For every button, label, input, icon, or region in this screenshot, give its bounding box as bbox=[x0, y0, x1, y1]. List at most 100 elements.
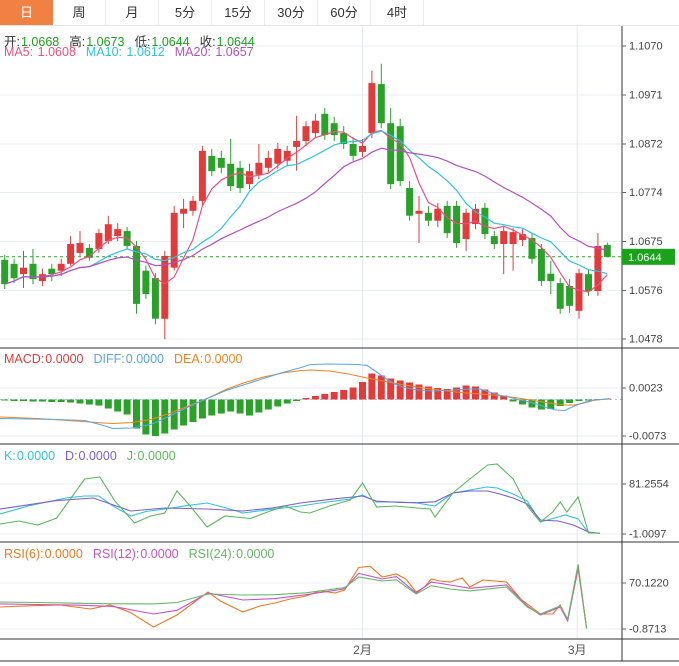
candle-body bbox=[359, 146, 366, 152]
macd-axis-label: 0.0023 bbox=[629, 383, 663, 395]
month-axis-label: 2月 bbox=[353, 643, 372, 657]
candle-body bbox=[76, 243, 84, 253]
candle-body bbox=[20, 267, 27, 275]
macd-bar bbox=[189, 399, 197, 422]
macd-bar bbox=[340, 390, 348, 400]
price-axis-label: 1.0576 bbox=[629, 285, 663, 297]
month-axis-label: 3月 bbox=[568, 643, 587, 657]
price-axis-label: 1.0774 bbox=[629, 187, 663, 199]
macd-bar bbox=[133, 399, 140, 429]
macd-bar bbox=[406, 382, 414, 400]
candle-body bbox=[208, 155, 216, 172]
candle-body bbox=[462, 212, 470, 239]
tab-15分[interactable]: 15分 bbox=[212, 0, 265, 25]
macd-bar bbox=[443, 389, 451, 400]
candle-body bbox=[189, 200, 197, 211]
candle-body bbox=[151, 278, 159, 319]
macd-bar bbox=[85, 399, 93, 405]
macd-bar bbox=[227, 399, 235, 412]
candle-body bbox=[236, 167, 244, 189]
candle-body bbox=[368, 83, 376, 134]
candle-body bbox=[38, 274, 46, 282]
macd-bar bbox=[114, 399, 122, 412]
price-axis-label: 1.0478 bbox=[629, 334, 663, 346]
macd-bar bbox=[396, 380, 404, 400]
tab-月[interactable]: 月 bbox=[106, 0, 159, 25]
ma5-line bbox=[4, 129, 608, 293]
kdj-axis-label: -1.0097 bbox=[629, 529, 666, 541]
macd-bar bbox=[236, 399, 244, 414]
kdj-axis-label: 81.2554 bbox=[629, 479, 669, 491]
macd-bar bbox=[500, 395, 508, 400]
candle-body bbox=[170, 212, 178, 268]
candle-body bbox=[500, 231, 508, 244]
tab-4时[interactable]: 4时 bbox=[371, 0, 424, 25]
candle-body bbox=[349, 144, 357, 156]
macd-bar bbox=[528, 399, 536, 408]
candle-body bbox=[180, 208, 188, 214]
macd-bar bbox=[57, 399, 65, 402]
candle-body bbox=[67, 244, 75, 264]
macd-bar bbox=[180, 399, 188, 426]
macd-bar bbox=[29, 399, 37, 402]
rsi-axis-label: -0.8713 bbox=[629, 624, 666, 636]
macd-bar bbox=[274, 399, 282, 407]
macd-bar bbox=[217, 399, 225, 414]
candle-body bbox=[311, 120, 319, 134]
macd-bar bbox=[519, 399, 527, 405]
candle-body bbox=[29, 263, 37, 280]
macd-bar bbox=[349, 387, 357, 400]
tab-60分[interactable]: 60分 bbox=[318, 0, 371, 25]
macd-bar bbox=[434, 388, 442, 400]
macd-bar bbox=[95, 399, 103, 406]
ma10-line bbox=[4, 130, 608, 285]
macd-bar bbox=[104, 399, 112, 409]
candle-body bbox=[387, 123, 395, 185]
candle-body bbox=[566, 286, 574, 306]
candle-body bbox=[603, 245, 611, 257]
macd-bar bbox=[283, 399, 291, 404]
macd-bar bbox=[10, 399, 18, 401]
tab-周[interactable]: 周 bbox=[53, 0, 106, 25]
dea-line bbox=[0, 369, 610, 425]
candle-body bbox=[340, 133, 348, 144]
candle-body bbox=[283, 150, 291, 161]
macd-bar bbox=[302, 398, 310, 400]
candle-body bbox=[424, 212, 432, 221]
tab-5分[interactable]: 5分 bbox=[159, 0, 212, 25]
rsi12-line bbox=[0, 566, 588, 629]
candle-body bbox=[274, 148, 282, 164]
macd-bar bbox=[264, 399, 272, 410]
macd-bar bbox=[161, 399, 169, 434]
macd-bar bbox=[537, 399, 545, 410]
j-line bbox=[0, 463, 600, 534]
chart-canvas[interactable]: 1.1070 1.0971 1.0872 1.0774 1.0675 1.0576 1.04… bbox=[0, 26, 679, 666]
macd-bar bbox=[293, 399, 301, 401]
macd-bar bbox=[415, 384, 423, 400]
macd-bar bbox=[38, 399, 46, 402]
candle-body bbox=[264, 157, 272, 168]
macd-bar bbox=[311, 396, 319, 400]
tab-30分[interactable]: 30分 bbox=[265, 0, 318, 25]
candle-body bbox=[509, 232, 517, 244]
price-axis-label: 1.0872 bbox=[629, 139, 663, 151]
macd-bar bbox=[321, 394, 329, 400]
tab-日[interactable]: 日 bbox=[0, 0, 53, 25]
macd-bar bbox=[575, 399, 583, 401]
candle-body bbox=[10, 263, 18, 279]
candle-body bbox=[528, 238, 536, 259]
candle-body bbox=[57, 263, 65, 271]
chart-area[interactable]: 1.1070 1.0971 1.0872 1.0774 1.0675 1.0576 1.04… bbox=[0, 26, 679, 666]
rsi-axis-label: 70.1220 bbox=[629, 578, 669, 590]
k-line bbox=[0, 486, 600, 534]
candle-body bbox=[537, 248, 545, 282]
macd-bar bbox=[170, 399, 178, 430]
macd-bar bbox=[368, 373, 376, 400]
macd-bar bbox=[453, 387, 461, 400]
candle-body bbox=[330, 123, 338, 136]
candle-body bbox=[490, 236, 498, 244]
macd-bar bbox=[556, 399, 564, 406]
candle-body bbox=[321, 113, 329, 136]
candle-body bbox=[161, 255, 169, 319]
